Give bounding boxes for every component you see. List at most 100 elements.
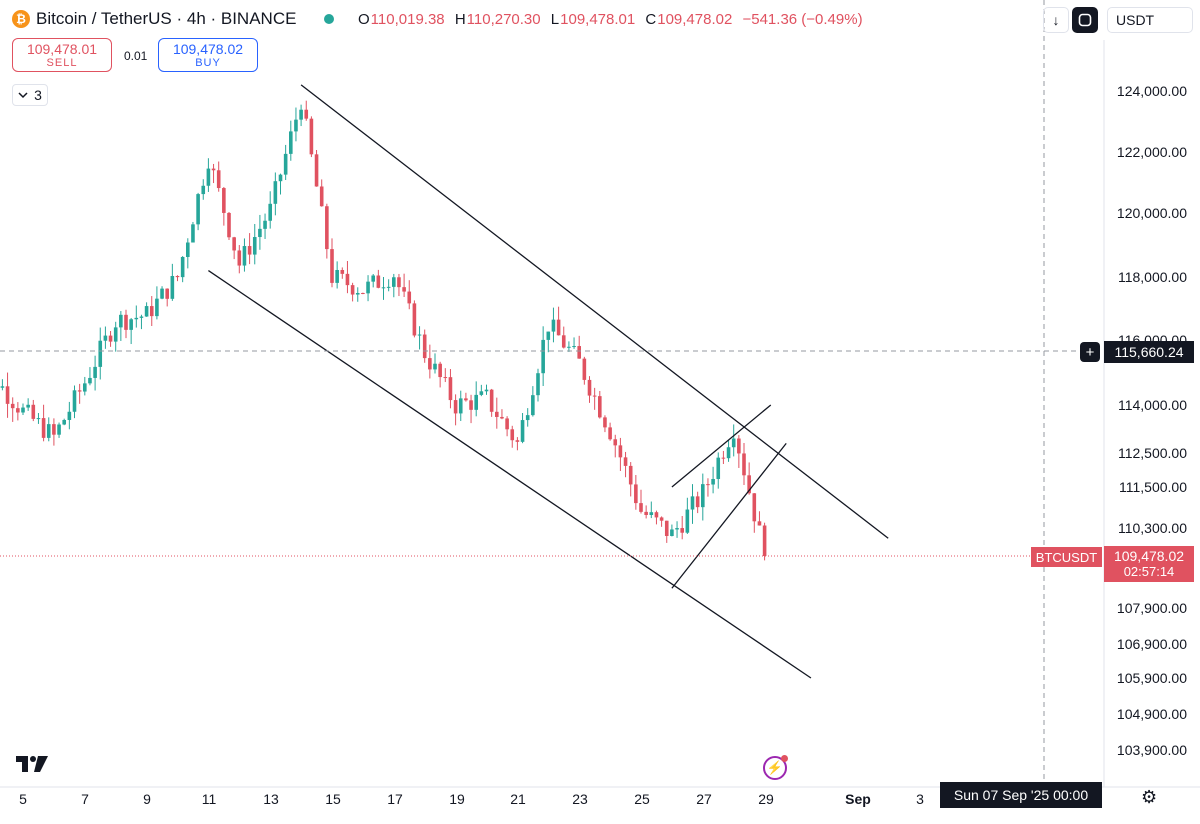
tradingview-logo-icon[interactable]: [16, 748, 50, 779]
candle-body: [88, 377, 92, 384]
indicators-toggle[interactable]: 3: [12, 84, 48, 106]
candle-body: [726, 447, 731, 459]
currency-select[interactable]: USDT: [1107, 7, 1193, 33]
candle-body: [484, 389, 489, 392]
rising-wedge-upper-line[interactable]: [671, 404, 772, 488]
candle-body: [695, 496, 700, 508]
candle-body: [613, 439, 618, 446]
candle-body: [345, 273, 350, 286]
candle-body: [77, 390, 82, 392]
candle-body: [757, 521, 762, 526]
price-axis-label: 124,000.00: [1117, 83, 1187, 99]
candle-body: [469, 400, 473, 410]
candle-body: [52, 424, 56, 435]
candle-body: [577, 346, 581, 359]
descending-channel-lower-line[interactable]: [208, 270, 812, 679]
candle-body: [170, 275, 175, 299]
time-axis-label: 21: [510, 791, 526, 807]
candle-body: [747, 475, 751, 494]
candle-body: [103, 335, 108, 341]
price-axis-label: 112,500.00: [1118, 445, 1187, 461]
time-axis-label: 25: [634, 791, 650, 807]
candle-body: [98, 340, 103, 367]
time-axis[interactable]: 5 7 9 11 13 15 17 19 21 23 25 27 29 Sep 3: [19, 791, 924, 807]
lightning-icon[interactable]: ⚡: [763, 755, 788, 780]
time-axis-label: 5: [19, 791, 27, 807]
fullscreen-button[interactable]: [1072, 7, 1098, 33]
candle-body: [541, 339, 545, 374]
candle-body: [206, 168, 211, 186]
close-label: C: [645, 11, 657, 28]
low-label: L: [550, 11, 560, 28]
candle-body: [67, 411, 72, 420]
price-axis-label: 118,000.00: [1118, 269, 1187, 285]
candle-body: [495, 411, 499, 417]
candle-body: [489, 389, 494, 412]
descending-channel-upper-line[interactable]: [300, 84, 889, 539]
candle-body: [407, 291, 412, 304]
candle-body: [16, 408, 20, 413]
arrow-down-icon: ↓: [1052, 12, 1060, 28]
candle-body: [505, 418, 509, 430]
price-axis[interactable]: 124,000.00 122,000.00 120,000.00 118,000.00…: [1117, 83, 1187, 758]
time-axis-label: 13: [263, 791, 279, 807]
candle-body: [309, 118, 314, 155]
candle-body: [572, 346, 576, 348]
time-axis-label: 19: [449, 791, 465, 807]
time-axis-label: 27: [696, 791, 712, 807]
candle-body: [62, 419, 66, 425]
time-axis-label: Sep: [845, 791, 871, 807]
candle-body: [129, 319, 133, 330]
candle-body: [41, 418, 46, 438]
candle-body: [685, 509, 690, 533]
candle-body: [165, 288, 169, 299]
candle-body: [119, 314, 123, 328]
indicators-count: 3: [34, 87, 42, 103]
symbol-title[interactable]: ₿ Bitcoin / TetherUS · 4h · BINANCE: [12, 9, 296, 29]
candle-body: [603, 417, 607, 428]
scroll-to-latest-button[interactable]: ↓: [1043, 7, 1069, 33]
buy-price: 109,478.02: [172, 41, 244, 57]
trendline-drawings[interactable]: [208, 84, 889, 679]
candle-body: [731, 438, 736, 448]
candle-body: [618, 445, 623, 458]
candle-body: [108, 335, 113, 342]
candle-body: [304, 109, 309, 119]
settings-gear-icon[interactable]: ⚙: [1141, 787, 1158, 807]
symbol-price-tag: BTCUSDT: [1031, 547, 1102, 567]
candle-body: [628, 465, 633, 485]
crosshair-price-tag: 115,660.24: [1104, 341, 1194, 363]
buy-button[interactable]: 109,478.02 BUY: [158, 38, 258, 72]
candle-body: [644, 511, 648, 515]
candle-body: [325, 206, 329, 250]
price-axis-label: 114,000.00: [1118, 397, 1187, 413]
candle-body: [113, 327, 118, 342]
candle-body: [690, 496, 695, 510]
candle-body: [422, 334, 427, 359]
chart-header: ₿ Bitcoin / TetherUS · 4h · BINANCE O110…: [0, 0, 1200, 40]
candle-body: [386, 286, 391, 288]
candle-body: [479, 391, 484, 395]
sell-button[interactable]: 109,478.01 SELL: [12, 38, 112, 72]
candle-body: [289, 131, 293, 154]
candle-body: [412, 303, 417, 336]
candle-body: [160, 288, 164, 299]
candle-body: [361, 292, 365, 294]
candle-body: [83, 383, 87, 392]
candle-body: [376, 275, 381, 288]
candle-body: [57, 424, 61, 435]
candle-body: [155, 298, 159, 317]
low-value: 109,478.01: [560, 11, 636, 28]
rising-wedge-lower-line[interactable]: [671, 442, 787, 589]
candle-body: [623, 457, 628, 466]
price-axis-label: 105,900.00: [1117, 670, 1187, 686]
time-axis-label: 17: [387, 791, 403, 807]
add-alert-plus-icon[interactable]: +: [1080, 342, 1100, 362]
candle-body: [417, 334, 422, 336]
candle-body: [201, 185, 206, 195]
candle-body: [139, 316, 144, 318]
candle-body: [608, 427, 612, 440]
candle-body: [438, 363, 442, 378]
candle-body: [319, 186, 324, 207]
